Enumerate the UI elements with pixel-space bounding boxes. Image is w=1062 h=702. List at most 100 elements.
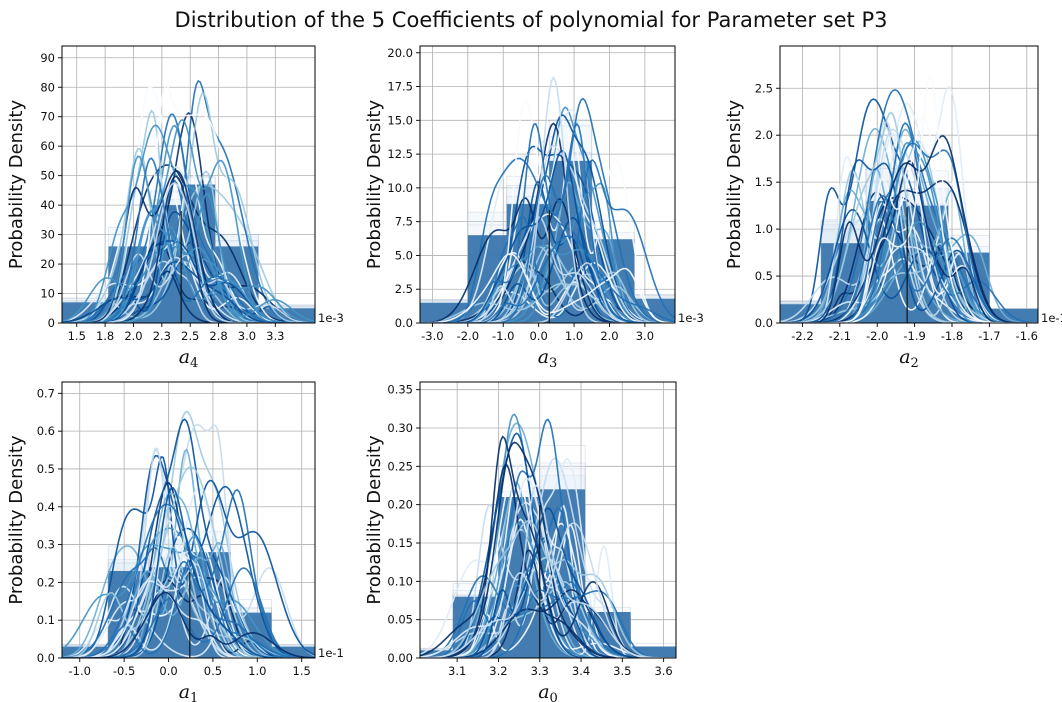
density-curve [62, 157, 315, 323]
axis-offset-label: 1e-1 [1041, 311, 1062, 325]
density-curve [62, 591, 315, 658]
x-tick-label: -3.0 [421, 329, 443, 343]
x-tick-label: 3.4 [572, 664, 590, 678]
axis-offset-label: 1e-3 [678, 311, 704, 325]
density-curve [420, 76, 675, 323]
y-tick-label: 0.6 [37, 424, 55, 438]
plot-area [420, 76, 675, 323]
axes-frame [419, 45, 676, 324]
density-curve [62, 488, 315, 658]
x-tick-label: 0.5 [204, 664, 222, 678]
y-tick-label: 0.05 [387, 613, 413, 627]
density-curve [780, 111, 1038, 323]
y-tick-label: 0.25 [387, 459, 413, 473]
x-tick-label: -2.2 [791, 329, 813, 343]
x-tick-label: -0.5 [113, 664, 135, 678]
density-curve [62, 503, 315, 658]
y-axis-label: Probability Density [364, 435, 385, 605]
y-tick-label: 15.0 [387, 113, 413, 127]
y-tick-label: 1.5 [755, 175, 773, 189]
axis-offset-label: 1e-3 [318, 311, 344, 325]
x-tick-label: 2.0 [600, 329, 618, 343]
x-tick-label: 1.8 [96, 329, 114, 343]
y-tick-label: 7.5 [395, 215, 413, 229]
density-curve [420, 97, 675, 323]
y-tick-label: 12.5 [387, 147, 413, 161]
y-tick-label: 0.3 [37, 538, 55, 552]
y-axis-label: Probability Density [6, 100, 27, 270]
density-curve [62, 492, 315, 658]
x-tick-label: 3.3 [531, 664, 549, 678]
y-tick-label: 0.1 [37, 613, 55, 627]
y-tick-label: 20.0 [387, 46, 413, 60]
x-axis-label: a1 [179, 681, 199, 702]
x-tick-label: -2.1 [829, 329, 851, 343]
x-tick-label: 1.0 [248, 664, 266, 678]
y-tick-label: 60 [40, 139, 55, 153]
y-tick-label: 0.4 [37, 500, 55, 514]
panel-a3: -3.0 -2.0 -1.0 0.0 1.0 2.0 3.0 0.0 2.5 5.0 7.5 10.0… [364, 45, 704, 371]
density-curve [780, 159, 1038, 323]
density-curve [780, 142, 1038, 323]
y-tick-label: 0.35 [387, 383, 413, 397]
y-axis-label: Probability Density [364, 100, 385, 270]
axes-frame [419, 381, 677, 659]
density-curve [420, 432, 676, 658]
y-tick-label: 0 [48, 316, 55, 330]
density-curve [420, 144, 675, 323]
x-tick-label: 0.0 [159, 664, 177, 678]
y-tick-label: 2.5 [755, 81, 773, 95]
y-tick-label: 2.5 [395, 282, 413, 296]
y-tick-label: 2.0 [755, 128, 773, 142]
axes-frame [61, 45, 316, 324]
x-tick-label: 2.0 [124, 329, 142, 343]
y-axis-label: Probability Density [724, 100, 745, 270]
density-curve [780, 141, 1038, 323]
density-curve [420, 507, 676, 658]
x-tick-label: 3.2 [489, 664, 507, 678]
y-tick-label: 50 [40, 169, 55, 183]
y-tick-label: 40 [40, 198, 55, 212]
x-axis-label: a4 [179, 346, 199, 371]
y-tick-label: 80 [40, 80, 55, 94]
panel-a0: 3.1 3.2 3.3 3.4 3.5 3.6 0.00 0.05 0.10 0.15 0.20 0.… [364, 381, 677, 702]
y-tick-label: 0.20 [387, 498, 413, 512]
panel-a2: -2.2 -2.1 -2.0 -1.9 -1.8 -1.7 -1.6 0.0 0.5 1.0 1.5… [724, 45, 1062, 371]
x-tick-label: -2.0 [457, 329, 479, 343]
x-tick-label: -1.6 [1016, 329, 1038, 343]
density-curve [62, 155, 315, 323]
axes-frame [779, 45, 1039, 324]
x-tick-label: -1.0 [69, 664, 91, 678]
density-curve [420, 122, 675, 323]
y-tick-label: 0.0 [37, 651, 55, 665]
density-curve [62, 520, 315, 658]
x-tick-label: -2.0 [866, 329, 888, 343]
density-curve [420, 252, 675, 323]
x-axis-label: a2 [899, 346, 919, 371]
x-tick-label: 0.0 [529, 329, 547, 343]
panel-a1: -1.0 -0.5 0.0 0.5 1.0 1.5 0.0 0.1 0.2 0.3 0.4 0.5 0.… [6, 381, 344, 702]
density-curve [780, 122, 1038, 323]
y-tick-label: 0.5 [37, 462, 55, 476]
panel-a4: 1.5 1.8 2.0 2.3 2.5 2.8 3.0 3.3 0 10 20 30 40 50 60 70 8… [6, 45, 344, 371]
y-tick-label: 17.5 [387, 80, 413, 94]
density-curve [420, 463, 676, 658]
y-tick-label: 0.0 [395, 316, 413, 330]
density-curve [62, 546, 315, 658]
density-curve [62, 210, 315, 323]
density-curve [62, 580, 315, 658]
y-tick-label: 1.0 [755, 222, 773, 236]
density-curve [420, 519, 676, 658]
x-tick-label: -1.0 [492, 329, 514, 343]
axis-offset-label: 1e-1 [318, 646, 344, 660]
histogram-bar [630, 646, 676, 658]
density-curve [420, 457, 676, 658]
density-curve [62, 92, 315, 323]
y-tick-label: 0.10 [387, 574, 413, 588]
x-tick-label: 1.5 [293, 664, 311, 678]
density-curve [780, 208, 1038, 323]
y-tick-label: 0.30 [387, 421, 413, 435]
figure-title: Distribution of the 5 Coefficients of po… [174, 8, 888, 32]
density-curve [420, 98, 675, 323]
density-curve [62, 175, 315, 323]
